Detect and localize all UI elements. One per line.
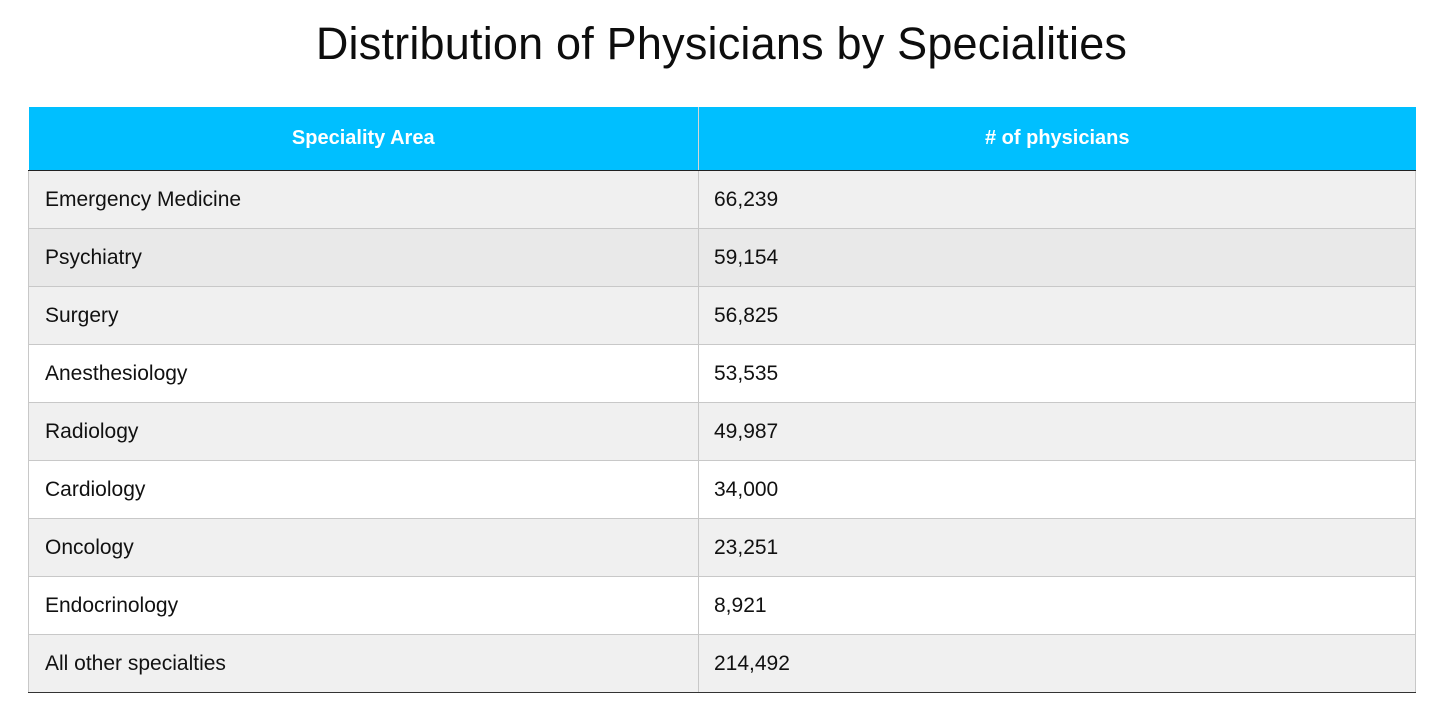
cell-speciality-area: All other specialties: [28, 634, 699, 693]
header-physician-count: # of physicians: [698, 107, 1416, 171]
cell-speciality-area: Anesthesiology: [28, 344, 699, 403]
cell-speciality-area: Oncology: [28, 518, 699, 577]
header-speciality-area: Speciality Area: [28, 107, 699, 171]
cell-physician-count: 23,251: [698, 518, 1416, 577]
cell-speciality-area: Psychiatry: [28, 228, 699, 287]
cell-physician-count: 56,825: [698, 286, 1416, 345]
cell-physician-count: 8,921: [698, 576, 1416, 635]
cell-speciality-area: Surgery: [28, 286, 699, 345]
cell-physician-count: 49,987: [698, 402, 1416, 461]
table-row: All other specialties 214,492: [28, 634, 1416, 693]
cell-speciality-area: Cardiology: [28, 460, 699, 519]
table-body: Emergency Medicine 66,239 Psychiatry 59,…: [28, 170, 1416, 693]
table-row: Anesthesiology 53,535: [28, 344, 1416, 403]
cell-speciality-area: Endocrinology: [28, 576, 699, 635]
table-header: Speciality Area # of physicians: [28, 107, 1416, 171]
cell-physician-count: 53,535: [698, 344, 1416, 403]
cell-physician-count: 34,000: [698, 460, 1416, 519]
table-row: Radiology 49,987: [28, 402, 1416, 461]
cell-physician-count: 214,492: [698, 634, 1416, 693]
table-row: Cardiology 34,000: [28, 460, 1416, 519]
table-row: Psychiatry 59,154: [28, 228, 1416, 287]
header-row: Speciality Area # of physicians: [28, 107, 1416, 171]
cell-physician-count: 59,154: [698, 228, 1416, 287]
table-row: Oncology 23,251: [28, 518, 1416, 577]
table-row: Endocrinology 8,921: [28, 576, 1416, 635]
physicians-table: Speciality Area # of physicians Emergenc…: [28, 107, 1416, 693]
table-row: Emergency Medicine 66,239: [28, 170, 1416, 229]
cell-speciality-area: Emergency Medicine: [28, 170, 699, 229]
physicians-table-container: Speciality Area # of physicians Emergenc…: [28, 107, 1416, 693]
page-title: Distribution of Physicians by Specialiti…: [315, 18, 1128, 69]
table-row: Surgery 56,825: [28, 286, 1416, 345]
cell-physician-count: 66,239: [698, 170, 1416, 229]
cell-speciality-area: Radiology: [28, 402, 699, 461]
